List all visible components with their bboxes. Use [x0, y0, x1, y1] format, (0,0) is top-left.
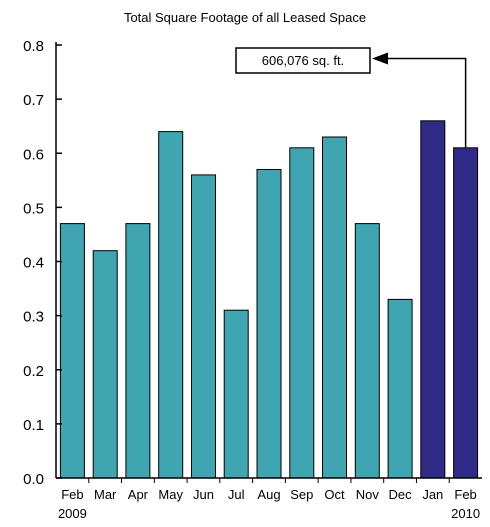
x-tick-label: Sep [290, 487, 313, 502]
bar-4 [158, 131, 184, 479]
x-tick-label: Jun [193, 487, 214, 502]
y-tick-label: 0.0 [23, 471, 44, 488]
bar-7 [256, 169, 282, 479]
x-tick-label: Feb [454, 487, 476, 502]
bar-10 [354, 223, 380, 479]
y-tick-label: 0.3 [23, 309, 44, 326]
annotation-box [235, 47, 371, 74]
annotation-connector [386, 57, 467, 148]
y-tick-label: 0.6 [23, 146, 44, 163]
year-label: 2010 [451, 506, 480, 521]
x-tick-label: Jan [422, 487, 443, 502]
y-tick-label: 0.2 [23, 363, 44, 380]
bar-5 [191, 174, 216, 479]
annotation-label: 606,076 sq. ft. [262, 53, 344, 68]
x-tick-label: Dec [389, 487, 413, 502]
bar-3 [125, 223, 151, 479]
x-tick-label: Nov [356, 487, 380, 502]
bar-12 [420, 120, 446, 479]
bar-2 [92, 250, 118, 479]
bar-6 [223, 309, 249, 479]
x-tick-label: Jul [228, 487, 245, 502]
x-tick-label: Apr [128, 487, 149, 502]
annotation-arrowhead [372, 52, 388, 65]
chart-title: Total Square Footage of all Leased Space [124, 10, 366, 25]
bar-9 [322, 136, 347, 479]
x-tick-label: Oct [324, 487, 345, 502]
y-tick-label: 0.8 [23, 38, 44, 55]
bar-1 [59, 223, 85, 479]
y-tick-label: 0.7 [23, 92, 44, 109]
x-tick-label: Feb [61, 487, 83, 502]
bar-13 [453, 147, 479, 479]
y-tick-label: 0.1 [23, 417, 44, 434]
plot-area: 0.0 0.1 0.2 0.3 0.4 0.5 0.6 0.7 0.8 Feb Mar Apr May J… [23, 38, 482, 521]
x-tick-label: Mar [94, 487, 117, 502]
bar-11 [387, 298, 413, 479]
y-tick-label: 0.4 [23, 255, 44, 272]
x-tick-label: May [158, 487, 183, 502]
bar-8 [289, 147, 315, 479]
y-tick-label: 0.5 [23, 200, 44, 217]
x-tick-label: Aug [257, 487, 280, 502]
year-label: 2009 [58, 506, 87, 521]
